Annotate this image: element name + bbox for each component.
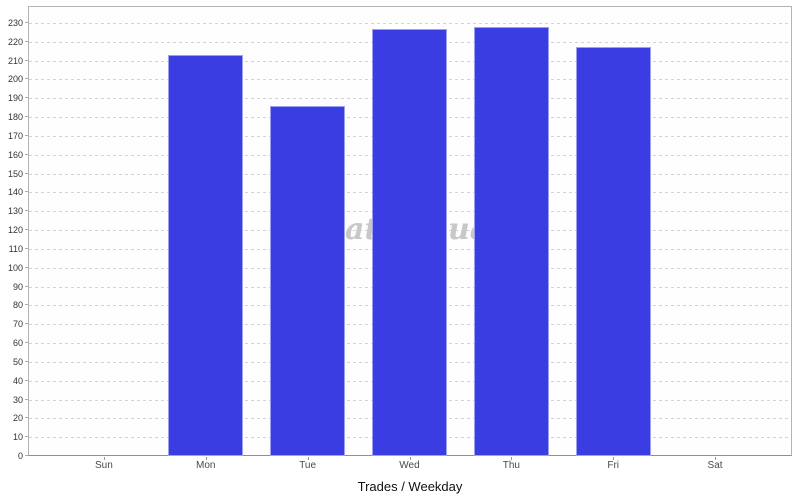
y-axis-tick-label: 210	[7, 55, 23, 66]
y-axis-tick	[25, 210, 28, 212]
x-axis-category-label: Sat	[707, 460, 723, 471]
y-axis-tick-label: 0	[17, 451, 23, 461]
y-axis-tick-label: 160	[7, 149, 23, 160]
y-axis-tick	[25, 360, 28, 362]
y-axis-tick	[25, 398, 28, 400]
y-axis-tick	[25, 379, 28, 381]
y-axis-tick-label: 10	[12, 432, 23, 443]
y-axis-tick-label: 140	[7, 187, 23, 198]
y-axis-tick	[25, 229, 28, 231]
y-axis-tick-label: 230	[7, 17, 23, 28]
y-axis-tick	[25, 134, 28, 136]
y-axis-tick-label: 200	[7, 74, 23, 85]
x-axis-category-label: Fri	[607, 460, 620, 471]
y-axis-tick-label: 40	[12, 375, 23, 386]
x-axis-category-label: Sun	[95, 460, 113, 471]
bar-wed	[372, 29, 447, 456]
y-axis-tick	[25, 78, 28, 80]
y-axis-tick	[25, 40, 28, 42]
bar-tue	[270, 106, 346, 456]
y-gridline	[29, 22, 791, 24]
x-axis-tick	[307, 457, 309, 460]
x-axis-tick	[409, 457, 411, 460]
x-axis-category-label: Wed	[399, 460, 420, 471]
bar-fri	[575, 47, 651, 456]
y-axis-tick-label: 120	[7, 225, 23, 236]
y-axis-tick-label: 20	[12, 413, 23, 424]
y-axis-tick-label: 50	[12, 356, 23, 367]
x-axis-category-label: Thu	[502, 460, 520, 471]
y-axis-tick	[25, 436, 28, 438]
y-axis-tick-label: 60	[12, 338, 23, 349]
x-axis-tick	[613, 457, 615, 460]
x-axis-tick	[715, 457, 717, 460]
y-axis-tick	[25, 153, 28, 155]
y-axis-tick	[25, 285, 28, 287]
y-axis-tick	[25, 116, 28, 118]
y-axis-tick	[25, 59, 28, 61]
y-axis-tick-label: 130	[7, 206, 23, 217]
y-axis-tick-label: 170	[7, 130, 23, 141]
x-axis-category-label: Tue	[299, 460, 317, 471]
y-axis-tick	[25, 304, 28, 306]
y-axis-tick-label: 110	[8, 243, 23, 254]
y-axis-tick	[25, 21, 28, 23]
y-axis-tick	[25, 417, 28, 419]
y-axis-tick	[25, 97, 28, 99]
y-axis-tick-label: 30	[12, 394, 23, 405]
y-axis-tick	[25, 455, 28, 456]
bar-mon	[168, 55, 244, 456]
y-axis-tick	[25, 342, 28, 344]
y-axis-tick-label: 150	[7, 168, 23, 179]
y-axis-tick-label: 220	[7, 36, 23, 47]
y-axis-tick-label: 90	[12, 281, 23, 292]
y-axis-tick-label: 190	[7, 93, 23, 104]
y-axis-tick	[25, 247, 28, 249]
x-axis-title: Trades / Weekday	[357, 479, 463, 494]
bar-thu	[473, 27, 549, 456]
y-axis-tick	[25, 172, 28, 174]
y-axis-tick-label: 70	[12, 319, 23, 330]
x-axis-tick	[205, 457, 207, 460]
y-axis-tick-label: 100	[7, 262, 23, 273]
x-axis-category-label: Mon	[196, 460, 216, 471]
x-axis-tick	[103, 457, 105, 460]
y-axis-tick-label: 180	[7, 112, 23, 123]
y-axis-tick	[25, 323, 28, 325]
y-axis-tick	[25, 191, 28, 193]
y-axis-tick	[25, 266, 28, 268]
x-axis-tick	[511, 457, 513, 460]
y-axis-tick-label: 80	[12, 300, 23, 311]
